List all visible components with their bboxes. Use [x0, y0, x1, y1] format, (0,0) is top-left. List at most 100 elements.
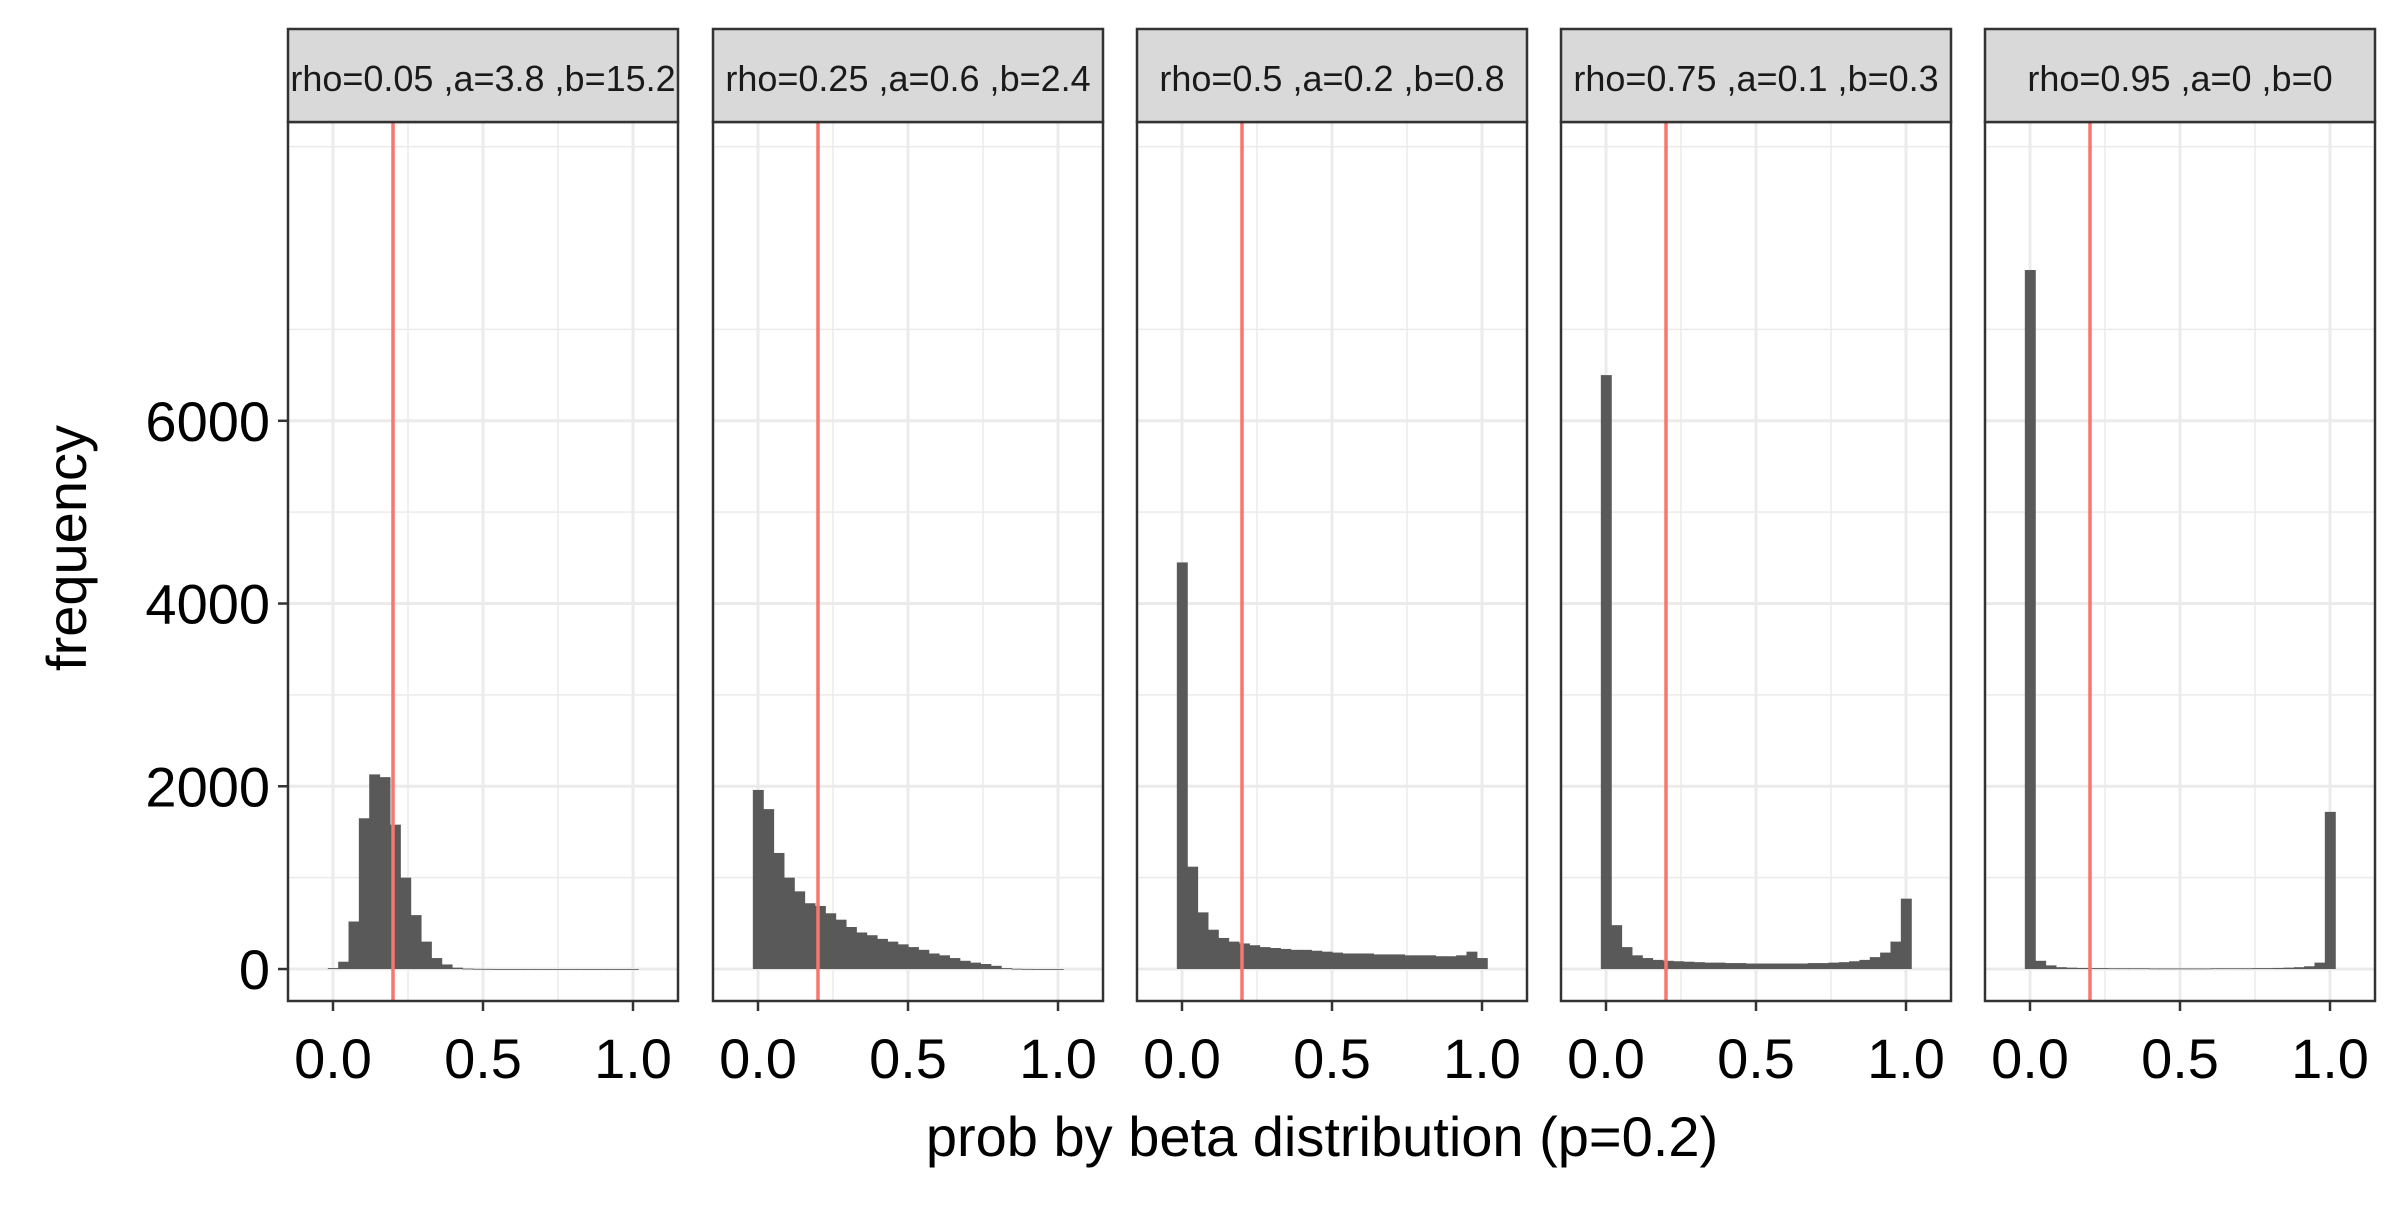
facet-strip — [286, 27, 680, 124]
histogram-bar — [1652, 959, 1664, 970]
histogram-bar — [1238, 943, 1250, 970]
histogram-bar — [980, 963, 992, 970]
x-tick-label: 0.0 — [294, 1027, 372, 1090]
histogram-bar — [617, 969, 629, 970]
histogram-bar — [939, 955, 950, 970]
histogram-bar — [1859, 959, 1871, 970]
histogram-bars — [2024, 270, 2336, 970]
y-axis-title: frequency — [35, 425, 98, 671]
histogram-bar — [2304, 966, 2316, 970]
x-tick-label: 0.0 — [1143, 1027, 1221, 1090]
histogram-bar — [410, 915, 422, 970]
x-tick-label: 1.0 — [1019, 1027, 1097, 1090]
histogram-bar — [1631, 955, 1643, 970]
histogram-bar — [534, 969, 546, 970]
x-tick-label: 0.5 — [444, 1027, 522, 1090]
histogram-bar — [1218, 937, 1230, 970]
histogram-bar — [2273, 967, 2285, 970]
x-tick-label: 0.5 — [1717, 1027, 1795, 1090]
x-tick-label: 0.5 — [869, 1027, 947, 1090]
histogram-bar — [2024, 270, 2036, 970]
histogram-bar — [2179, 968, 2191, 970]
histogram-bar — [1342, 953, 1354, 970]
histogram-bar — [379, 777, 391, 970]
histogram-bar — [2314, 962, 2326, 970]
facet-strip-label: rho=0.5 ,a=0.2 ,b=0.8 — [1159, 58, 1504, 99]
histogram-bar — [1673, 961, 1685, 970]
histogram-bar — [1176, 562, 1188, 970]
histogram-bar — [2097, 968, 2109, 970]
histogram-bar — [1683, 961, 1695, 970]
histogram-bar — [1269, 948, 1281, 970]
histogram-bar — [1363, 953, 1374, 970]
histogram-bar — [804, 903, 816, 970]
histogram-bar — [400, 877, 412, 970]
histogram-bar — [2045, 965, 2057, 970]
histogram-bar — [794, 891, 806, 970]
facet-strip — [1559, 27, 1953, 124]
x-tick-label: 1.0 — [1443, 1027, 1521, 1090]
panels-layer: rho=0.05 ,a=3.8 ,b=15.20.0 0.5 1.0rho=0.25… — [286, 27, 2377, 1090]
histogram-bar — [990, 965, 1002, 970]
facet-panel: rho=0.05 ,a=3.8 ,b=15.2 0.0 0.5 1.0 — [286, 27, 680, 1090]
histogram-bar — [2035, 960, 2047, 970]
x-tick-label: 0.5 — [2141, 1027, 2219, 1090]
histogram-bar — [1704, 962, 1716, 970]
histogram-bar — [2200, 968, 2212, 970]
histogram-bar — [420, 941, 432, 970]
histogram-bar — [1838, 962, 1850, 970]
histogram-bar — [358, 818, 370, 970]
facet-panel: rho=0.75 ,a=0.1 ,b=0.3 0.0 0.5 1.0 — [1559, 27, 1953, 1090]
histogram-bar — [918, 949, 930, 970]
histogram-bar — [2262, 968, 2274, 970]
y-tick-label: 2000 — [145, 755, 270, 818]
histogram-bar — [783, 877, 795, 970]
histogram-bar — [1476, 958, 1488, 970]
histogram-bar — [565, 969, 577, 970]
histogram-bar — [327, 968, 339, 970]
histogram-bars — [1600, 375, 1912, 970]
histogram-bar — [2086, 968, 2098, 970]
histogram-bar — [503, 969, 515, 970]
histogram-bar — [1880, 952, 1892, 970]
histogram-bar — [493, 969, 505, 970]
histogram-bar — [1776, 963, 1788, 970]
histogram-bar — [1187, 866, 1199, 970]
histogram-bar — [607, 969, 619, 970]
histogram-bar — [1249, 945, 1261, 970]
histogram-bar — [876, 938, 888, 970]
histogram-bar — [1290, 949, 1302, 970]
histogram-bar — [1828, 962, 1840, 970]
histogram-bar — [1259, 947, 1271, 970]
histogram-bar — [2293, 967, 2305, 970]
histogram-bar — [928, 953, 940, 970]
histogram-bar — [2324, 811, 2336, 970]
histogram-bar — [348, 921, 360, 970]
histogram-bar — [338, 961, 350, 970]
y-tick-label: 0 — [239, 938, 270, 1001]
histogram-bar — [627, 969, 639, 970]
histogram-bar — [441, 964, 453, 970]
histogram-bar — [2148, 968, 2160, 970]
histogram-bar — [1352, 953, 1364, 970]
histogram-bar — [1311, 950, 1323, 970]
x-tick-label: 1.0 — [1867, 1027, 1945, 1090]
facet-panel: rho=0.25 ,a=0.6 ,b=2.4 0.0 0.5 1.0 — [711, 27, 1105, 1090]
x-tick-label: 0.0 — [1567, 1027, 1645, 1090]
histogram-bar — [2076, 967, 2088, 970]
histogram-bar — [1052, 969, 1064, 970]
histogram-bar — [586, 969, 598, 970]
x-tick-label: 0.0 — [1991, 1027, 2069, 1090]
histogram-bar — [1900, 898, 1912, 970]
y-axis: 0 2000 4000 6000 — [145, 390, 288, 1001]
x-tick-label: 0.0 — [719, 1027, 797, 1090]
x-tick-label: 0.5 — [1293, 1027, 1371, 1090]
histogram-bar — [2055, 967, 2067, 970]
histogram-bar — [1435, 956, 1447, 970]
x-axis-title: prob by beta distribution (p=0.2) — [926, 1105, 1718, 1168]
histogram-bar — [2221, 968, 2233, 970]
histogram-bar — [555, 969, 567, 970]
histogram-bar — [1011, 968, 1023, 970]
